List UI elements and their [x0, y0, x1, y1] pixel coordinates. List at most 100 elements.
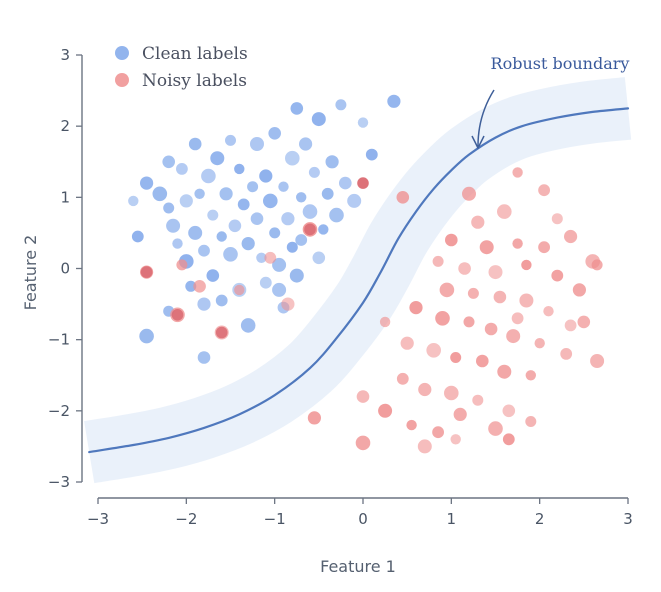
noisy-label-point — [511, 312, 524, 325]
clean-label-point — [152, 186, 168, 202]
clean-label-point — [250, 137, 264, 151]
clean-label-point — [285, 150, 300, 166]
noisy-label-point — [590, 354, 605, 368]
clean-label-point — [215, 294, 228, 307]
clean-label-point — [163, 202, 175, 214]
noisy-label-point — [497, 364, 512, 379]
y-tick-label: 2 — [60, 117, 70, 135]
noisy-label-point — [493, 290, 507, 304]
annotation-arrow-head — [471, 135, 485, 149]
x-tick-label: −1 — [264, 510, 286, 528]
annotation-label: Robust boundary — [491, 54, 630, 73]
clean-label-point — [259, 276, 272, 289]
clean-label-point — [166, 218, 181, 233]
noisy-label-point — [281, 297, 295, 311]
legend-entry-label: Noisy labels — [142, 71, 247, 91]
clean-label-point — [140, 176, 154, 190]
noisy-label-point — [471, 215, 485, 229]
x-tick-label: 3 — [623, 510, 633, 528]
clean-label-point — [335, 99, 347, 111]
noisy-label-point — [591, 259, 603, 271]
noisy-label-point — [356, 390, 370, 403]
clean-label-point — [272, 282, 287, 297]
noisy-label-point-highlight — [140, 266, 153, 278]
clean-label-point — [295, 234, 308, 246]
noisy-label-point — [379, 316, 391, 328]
clean-label-point — [139, 328, 154, 344]
clean-label-point — [240, 318, 256, 333]
noisy-label-point — [564, 229, 578, 244]
noisy-label-point — [551, 213, 563, 225]
clean-label-point — [272, 257, 287, 272]
y-axis-label: Feature 2 — [21, 235, 40, 311]
clean-label-point — [197, 297, 211, 311]
clean-label-point — [176, 163, 188, 175]
noisy-label-point — [355, 435, 371, 451]
points-layer — [128, 94, 605, 454]
clean-label-point — [311, 112, 326, 127]
noisy-label-point — [506, 329, 521, 344]
noisy-label-point — [467, 287, 479, 299]
noisy-label-point — [538, 241, 550, 254]
clean-label-point — [318, 224, 329, 235]
noisy-label-point — [426, 343, 442, 358]
clean-label-point — [339, 176, 352, 190]
clean-label-point — [201, 168, 216, 184]
clean-label-point — [131, 230, 144, 243]
legend-marker — [115, 46, 129, 60]
clean-label-point — [321, 187, 334, 200]
clean-label-point — [329, 207, 344, 223]
annotation-layer: Robust boundary — [471, 54, 630, 149]
clean-label-point — [185, 280, 197, 292]
x-tick-label: −2 — [175, 510, 197, 528]
y-tick-label: 3 — [60, 46, 70, 64]
clean-label-point — [197, 351, 211, 364]
noisy-label-point — [502, 433, 515, 446]
y-tick-label: −3 — [48, 473, 70, 491]
noisy-label-point — [458, 262, 471, 275]
clean-label-point — [290, 102, 304, 115]
clean-label-point — [198, 244, 210, 257]
noisy-label-point — [444, 385, 459, 401]
x-tick-label: 1 — [447, 510, 457, 528]
clean-label-point — [172, 238, 183, 249]
clean-label-point — [308, 166, 320, 178]
x-axis-label: Feature 1 — [320, 557, 396, 576]
clean-label-point — [206, 269, 220, 282]
clean-label-point — [312, 251, 326, 265]
noisy-label-point — [577, 315, 591, 329]
clean-label-point — [325, 155, 339, 169]
noisy-label-point — [432, 255, 444, 267]
noisy-label-point-highlight — [304, 223, 316, 236]
x-tick-label: 2 — [535, 510, 545, 528]
noisy-label-point — [488, 265, 503, 280]
clean-label-point — [241, 237, 255, 251]
noisy-label-point — [406, 419, 417, 431]
clean-label-point — [269, 227, 281, 239]
clean-label-point — [299, 137, 313, 151]
annotation-arrow-shaft — [477, 89, 495, 147]
y-tick-label: −1 — [48, 331, 70, 349]
noisy-label-point — [512, 167, 523, 178]
noisy-label-point — [534, 338, 545, 349]
clean-label-point — [210, 151, 225, 166]
noisy-label-point — [435, 311, 450, 326]
boundary-line-layer — [88, 107, 630, 454]
clean-label-point — [223, 247, 238, 262]
noisy-label-point-highlight — [357, 177, 369, 189]
noisy-label-point — [463, 316, 475, 328]
y-tick-label: −2 — [48, 402, 70, 420]
clean-label-point — [296, 192, 307, 203]
y-tick-label: 1 — [60, 188, 70, 206]
legend-marker — [115, 73, 129, 87]
clean-label-point — [207, 209, 219, 221]
noisy-label-point — [234, 284, 245, 296]
clean-label-point — [357, 117, 369, 128]
clean-label-point — [225, 134, 236, 146]
clean-label-point — [194, 188, 205, 199]
axes-layer: −3 −2 −1 0 1 2 3 −3 −2 −1 0 1 2 3 Feature 1 Feature 2 — [21, 46, 633, 576]
noisy-label-point — [176, 259, 188, 271]
noisy-label-point — [538, 184, 550, 197]
